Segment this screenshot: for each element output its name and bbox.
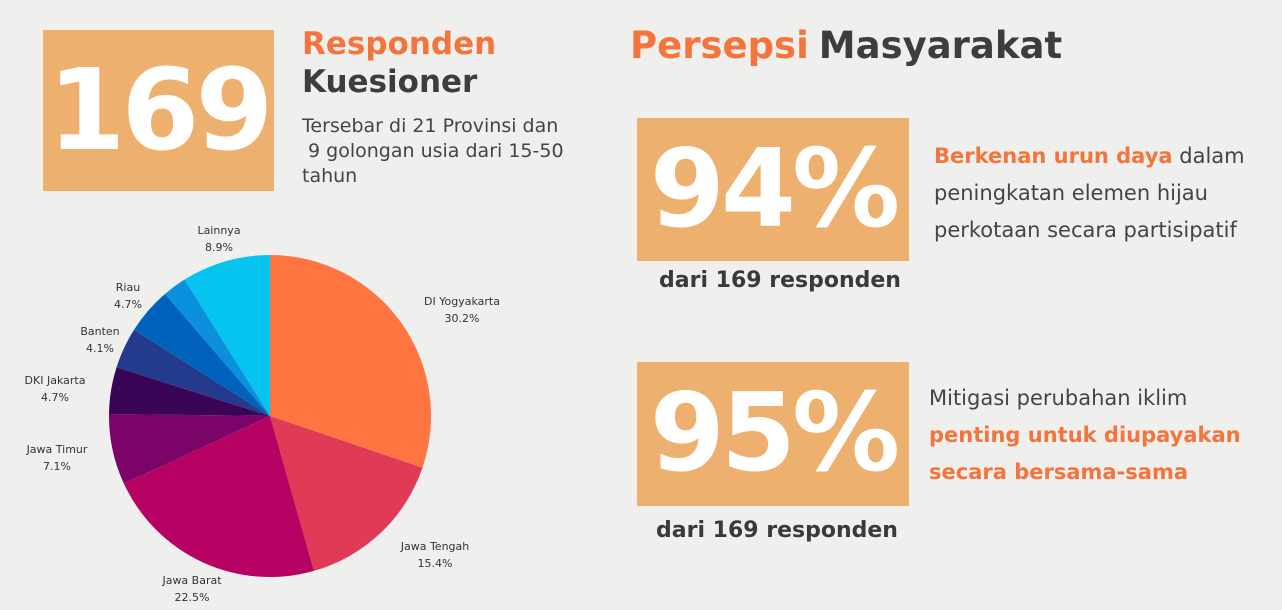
respondents-title: Responden	[302, 26, 497, 62]
perception-title-orange: Persepsi	[630, 24, 809, 67]
pie-slice-riau	[134, 293, 270, 416]
stat2-highlight2: secara bersama-sama	[929, 460, 1188, 484]
pie-label: Jawa Barat	[161, 574, 222, 587]
stat1-caption: dari 169 responden	[659, 268, 901, 293]
stat2-caption: dari 169 responden	[656, 518, 898, 543]
pie-slice-jawa-barat	[123, 416, 314, 578]
stat2-highlight1: penting untuk diupayakan	[929, 423, 1241, 447]
pie-label: Banten	[80, 325, 119, 338]
pie-value-label: 8.9%	[205, 241, 233, 254]
pie-value-label: 4.7%	[114, 298, 142, 311]
pie-value-label: 22.5%	[175, 591, 210, 604]
province-pie-chart: DI Yogyakarta 30.2% Jawa Tengah 15.4% Jawa B…	[25, 224, 500, 604]
stat1-statement: Berkenan urun daya dalam peningkatan ele…	[934, 138, 1245, 249]
pie-slice-di-yogyakarta	[270, 255, 431, 468]
pie-label: DI Yogyakarta	[424, 295, 500, 308]
respondent-count: 169	[47, 45, 274, 176]
stat2-box: 95%	[637, 362, 909, 506]
stat1-highlight: Berkenan urun daya	[934, 144, 1173, 168]
pie-label: Jawa Timur	[26, 443, 88, 456]
respondent-count-box: 169	[43, 30, 274, 191]
perception-title-dark: Masyarakat	[818, 24, 1063, 67]
pie-value-label: 15.4%	[418, 557, 453, 570]
pie-value-label: 4.1%	[86, 342, 114, 355]
stat1-line3: perkotaan secara partisipatif	[934, 218, 1237, 242]
pie-label: Jawa Tengah	[400, 540, 470, 553]
pie-value-label: 7.1%	[43, 460, 71, 473]
stat2-value: 95%	[649, 371, 901, 496]
perception-heading: Persepsi Masyarakat	[630, 24, 1062, 67]
pie-slice-unlabeled	[165, 279, 270, 416]
pie-value-label: 30.2%	[445, 312, 480, 325]
pie-slice-jawa-timur	[108, 413, 270, 484]
stat2-statement: Mitigasi perubahan iklim penting untuk d…	[929, 380, 1241, 491]
pie-label: DKI Jakarta	[25, 374, 86, 387]
respondents-description: Tersebar di 21 Provinsi dan 9 golongan u…	[302, 115, 564, 187]
questionnaire-title: Kuesioner	[302, 64, 478, 100]
stat1-value: 94%	[649, 126, 901, 252]
pie-slice-banten	[116, 329, 270, 416]
pie-label: Lainnya	[197, 224, 240, 237]
pie-slice-jawa-tengah	[270, 416, 423, 571]
pie-slice-dki-jakarta	[109, 367, 270, 416]
stat1-line2: peningkatan elemen hijau	[934, 181, 1208, 205]
stat1-text-after: dalam	[1172, 144, 1245, 168]
stat2-line1: Mitigasi perubahan iklim	[929, 386, 1188, 410]
pie-value-label: 4.7%	[41, 391, 69, 404]
pie-slice-lainnya	[184, 255, 270, 416]
pie-label: Riau	[116, 281, 140, 294]
stat1-box: 94%	[637, 118, 909, 261]
